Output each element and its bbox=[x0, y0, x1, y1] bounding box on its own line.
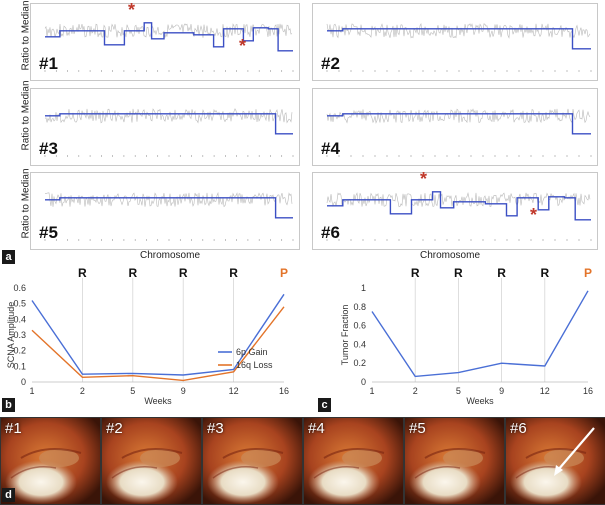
asterisk-marker: * bbox=[530, 205, 537, 226]
fundus-photo-3: #3 bbox=[202, 417, 303, 505]
photo-label: #5 bbox=[409, 420, 426, 437]
photo-label: #3 bbox=[207, 420, 224, 437]
sample-label: #6 bbox=[321, 223, 340, 243]
sample-label: #4 bbox=[321, 139, 340, 159]
noise-trace bbox=[327, 24, 590, 38]
panel-tag-c: c bbox=[318, 398, 331, 412]
sample-label: #3 bbox=[39, 139, 58, 159]
noise-trace bbox=[45, 193, 292, 207]
y-tick-label: 0 bbox=[361, 377, 366, 387]
x-tick-label: 12 bbox=[229, 386, 239, 396]
regression-marker: R bbox=[407, 266, 423, 280]
x-tick-label: 16 bbox=[279, 386, 289, 396]
photo-label: #4 bbox=[308, 420, 325, 437]
fundus-photo-5: #5 bbox=[404, 417, 505, 505]
photo-label: #2 bbox=[106, 420, 123, 437]
x-axis-label-right: Chromosome bbox=[400, 250, 500, 261]
y-axis-label: SCNA Amplitude bbox=[6, 302, 16, 369]
x-tick-label: 2 bbox=[80, 386, 85, 396]
regression-marker: R bbox=[125, 266, 141, 280]
genome-plot-5-canvas bbox=[31, 173, 299, 249]
photo-label: #6 bbox=[510, 420, 527, 437]
x-tick-label: 1 bbox=[29, 386, 34, 396]
noise-trace bbox=[45, 109, 292, 123]
genome-plot-3-canvas bbox=[31, 89, 299, 165]
genome-plot-3: #3 bbox=[30, 88, 300, 166]
y-tick-label: 0.6 bbox=[353, 321, 366, 331]
regression-marker: R bbox=[450, 266, 466, 280]
x-axis-label: Weeks bbox=[144, 396, 172, 406]
copy-number-segments bbox=[327, 192, 591, 220]
legend-label: 6p Gain bbox=[236, 347, 268, 357]
fundus-photo-6: #6 bbox=[505, 417, 605, 505]
x-tick-label: 5 bbox=[130, 386, 135, 396]
regression-marker: R bbox=[494, 266, 510, 280]
x-tick-label: 9 bbox=[181, 386, 186, 396]
genome-plot-5: #5 bbox=[30, 172, 300, 250]
series-line-tumor-fraction bbox=[372, 291, 588, 377]
regression-marker: R bbox=[74, 266, 90, 280]
y-tick-label: 0.6 bbox=[13, 283, 26, 293]
x-tick-label: 5 bbox=[456, 386, 461, 396]
y-axis-label: Tumor Fraction bbox=[340, 305, 350, 366]
y-tick-label: 0 bbox=[21, 377, 26, 387]
fundus-photo-2: #2 bbox=[101, 417, 202, 505]
fundus-photo-1: #1 bbox=[0, 417, 101, 505]
regression-marker: R bbox=[175, 266, 191, 280]
panel-tag-d: d bbox=[2, 488, 15, 502]
sample-label: #5 bbox=[39, 223, 58, 243]
x-axis-label-left: Chromosome bbox=[120, 250, 220, 261]
copy-number-segments bbox=[327, 29, 591, 49]
genome-plot-4: #4 bbox=[312, 88, 598, 166]
asterisk-marker: * bbox=[128, 0, 135, 21]
y-tick-label: 0.8 bbox=[353, 302, 366, 312]
progression-marker: P bbox=[276, 266, 292, 280]
y-tick-label: 1 bbox=[361, 283, 366, 293]
asterisk-marker: * bbox=[420, 169, 427, 190]
genome-plot-1: #1 * * bbox=[30, 3, 300, 81]
genome-plot-2-canvas bbox=[313, 4, 597, 80]
asterisk-marker: * bbox=[239, 36, 246, 57]
regression-marker: R bbox=[537, 266, 553, 280]
panel-tag-b: b bbox=[2, 398, 15, 412]
x-tick-label: 12 bbox=[540, 386, 550, 396]
genome-plot-6: #6 * * bbox=[312, 172, 598, 250]
genome-plot-4-canvas bbox=[313, 89, 597, 165]
legend-label: 16q Loss bbox=[236, 360, 273, 370]
regression-marker: R bbox=[226, 266, 242, 280]
genome-plot-1-canvas bbox=[31, 4, 299, 80]
x-axis-label: Weeks bbox=[466, 396, 494, 406]
genome-plot-6-canvas bbox=[313, 173, 597, 249]
progression-marker: P bbox=[580, 266, 596, 280]
x-tick-label: 2 bbox=[413, 386, 418, 396]
genome-plot-2: #2 bbox=[312, 3, 598, 81]
y-tick-label: 0.4 bbox=[353, 339, 366, 349]
noise-trace bbox=[327, 109, 590, 123]
fundus-photo-4: #4 bbox=[303, 417, 404, 505]
photo-label: #1 bbox=[5, 420, 22, 437]
x-tick-label: 1 bbox=[369, 386, 374, 396]
y-tick-label: 0.2 bbox=[353, 358, 366, 368]
sample-label: #1 bbox=[39, 54, 58, 74]
x-tick-label: 16 bbox=[583, 386, 593, 396]
sample-label: #2 bbox=[321, 54, 340, 74]
x-tick-label: 9 bbox=[499, 386, 504, 396]
